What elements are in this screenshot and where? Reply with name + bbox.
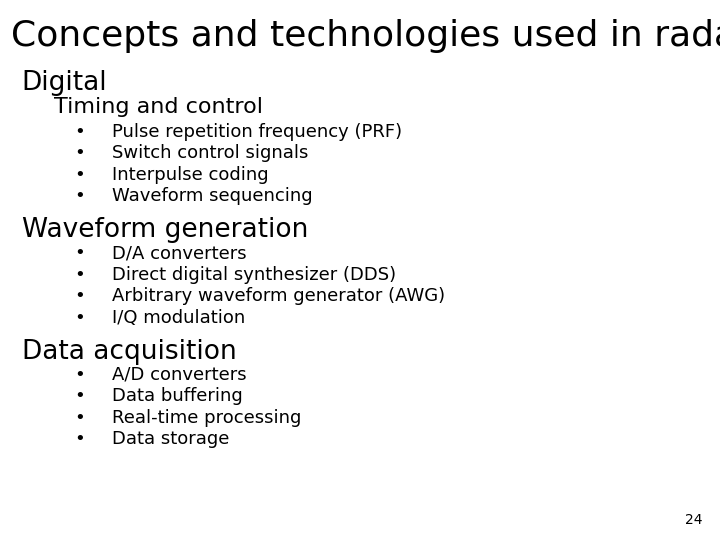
Text: 24: 24 [685,512,702,526]
Text: Switch control signals: Switch control signals [112,144,308,162]
Text: •: • [74,266,84,284]
Text: Waveform generation: Waveform generation [22,217,308,243]
Text: A/D converters: A/D converters [112,366,246,383]
Text: I/Q modulation: I/Q modulation [112,309,245,327]
Text: •: • [74,123,84,140]
Text: Pulse repetition frequency (PRF): Pulse repetition frequency (PRF) [112,123,402,140]
Text: •: • [74,187,84,205]
Text: Direct digital synthesizer (DDS): Direct digital synthesizer (DDS) [112,266,396,284]
Text: Timing and control: Timing and control [54,97,263,117]
Text: •: • [74,387,84,405]
Text: •: • [74,144,84,162]
Text: •: • [74,166,84,184]
Text: •: • [74,287,84,305]
Text: Interpulse coding: Interpulse coding [112,166,269,184]
Text: Data acquisition: Data acquisition [22,339,236,364]
Text: Waveform sequencing: Waveform sequencing [112,187,312,205]
Text: Concepts and technologies used in radar: Concepts and technologies used in radar [11,19,720,53]
Text: Real-time processing: Real-time processing [112,409,301,427]
Text: Digital: Digital [22,70,107,96]
Text: •: • [74,309,84,327]
Text: •: • [74,244,84,262]
Text: •: • [74,366,84,383]
Text: Data buffering: Data buffering [112,387,243,405]
Text: Data storage: Data storage [112,430,229,448]
Text: Arbitrary waveform generator (AWG): Arbitrary waveform generator (AWG) [112,287,445,305]
Text: •: • [74,430,84,448]
Text: D/A converters: D/A converters [112,244,246,262]
Text: •: • [74,409,84,427]
